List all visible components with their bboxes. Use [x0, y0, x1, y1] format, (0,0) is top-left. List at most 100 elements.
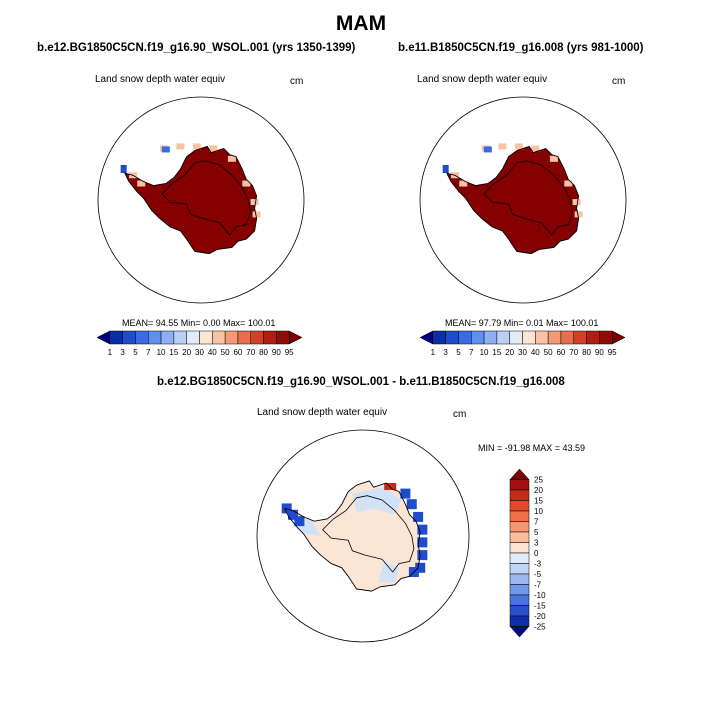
colorbar-panel3-tick-label: 5	[534, 528, 539, 537]
map-panel3-cell	[294, 516, 305, 527]
colorbar-panel2-swatch	[509, 330, 523, 345]
map-panel2-cell	[442, 164, 449, 173]
colorbar-panel2-tick-label: 50	[544, 348, 553, 357]
map-panel2-cell	[531, 145, 540, 152]
colorbar-panel1-tick-label: 90	[272, 348, 281, 357]
colorbar-panel3-tick-label: -20	[534, 612, 546, 621]
colorbar-panel1-swatch	[135, 330, 149, 345]
colorbar-panel2-swatch	[560, 330, 574, 345]
map-panel3-cell	[417, 524, 428, 535]
colorbar-panel3-swatch	[509, 489, 530, 501]
map-panel3-cell	[406, 499, 417, 510]
colorbar-panel3-tick-label: -7	[534, 581, 542, 590]
colorbar-panel3-swatch	[509, 605, 530, 617]
colorbar-panel2-tick-label: 20	[505, 348, 514, 357]
colorbar-panel3-swatch	[509, 573, 530, 585]
colorbar-panel1-swatch	[148, 330, 162, 345]
colorbar-panel2-swatch	[573, 330, 587, 345]
colorbar-panel3-swatch	[509, 479, 530, 491]
map-panel1-land	[124, 146, 257, 254]
colorbar-panel3-tick-label: 7	[534, 518, 539, 527]
colorbar-panel3-tick-label: -5	[534, 570, 542, 579]
panel1-variable-label: Land snow depth water equiv	[95, 74, 226, 85]
colorbar-panel3-swatch	[509, 626, 530, 638]
colorbar-panel1-swatch	[276, 330, 290, 345]
colorbar-panel1-swatch	[96, 330, 111, 345]
panel2-stats: MEAN= 97.79 Min= 0.01 Max= 100.01	[445, 318, 599, 328]
panel2-variable-label: Land snow depth water equiv	[417, 74, 548, 85]
colorbar-panel1-swatch	[224, 330, 239, 345]
colorbar-panel1-tick-label: 50	[221, 348, 230, 357]
map-panel2-grounding-line	[483, 160, 573, 236]
colorbar-panel3-tick-label: 10	[534, 507, 543, 516]
map-panel2-cell	[483, 146, 492, 153]
panel1-units-label: cm	[290, 76, 304, 87]
colorbar-panel1-tick-label: 1	[108, 348, 113, 357]
colorbar-panel3-swatch	[509, 615, 530, 627]
map-panel3-cell	[413, 511, 424, 522]
colorbar-panel3-tick-label: -15	[534, 602, 546, 611]
colorbar-panel3-tick-label: 20	[534, 486, 543, 495]
map-panel1	[97, 96, 305, 304]
map-panel2-cell	[574, 211, 583, 218]
colorbar-panel3-swatch	[509, 521, 530, 533]
colorbar-panel1-swatch	[173, 330, 187, 345]
panel3-stats: MIN = -91.98 MAX = 43.59	[478, 443, 586, 453]
colorbar-panel1-tick-label: 60	[233, 348, 242, 357]
colorbar-panel1-swatch	[237, 330, 251, 345]
colorbar-panel2-swatch	[483, 330, 498, 345]
map-panel2-cell	[549, 155, 558, 162]
colorbar-panel2-swatch	[611, 330, 626, 345]
map-panel1-cell	[209, 145, 218, 152]
colorbar-panel2-tick-label: 10	[480, 348, 489, 357]
colorbar-panel3-swatch	[509, 584, 530, 596]
colorbar-panel1-swatch	[199, 330, 213, 345]
colorbar-panel1-tick-label: 3	[120, 348, 125, 357]
map-panel3-cell	[281, 503, 292, 514]
map-panel1-cell	[192, 143, 201, 150]
colorbar-panel2-swatch	[586, 330, 600, 345]
colorbar-panel2-swatch	[535, 330, 549, 345]
colorbar-panel3-swatch	[509, 510, 530, 522]
colorbar-panel2-swatch	[471, 330, 485, 345]
colorbar-panel2-tick-label: 1	[431, 348, 436, 357]
map-panel1-cell	[227, 155, 236, 162]
colorbar-panel2-tick-label: 7	[469, 348, 474, 357]
panel2-title: b.e11.B1850C5CN.f19_g16.008 (yrs 981-100…	[398, 42, 644, 54]
colorbar-panel1-swatch	[160, 330, 175, 345]
colorbar-panel2-tick-label: 70	[569, 348, 578, 357]
colorbar-panel3-swatch	[509, 552, 530, 564]
colorbar-panel2: 1 3 5 7 10 15 20 30 40 50 60 70 80 90 95	[419, 330, 626, 357]
colorbar-panel2-swatch	[458, 330, 472, 345]
map-panel1-grounding-line	[161, 160, 251, 236]
panel3-units-label: cm	[453, 409, 467, 420]
colorbar-panel2-tick-label: 30	[518, 348, 527, 357]
map-panel3-grounding-line	[322, 495, 415, 573]
colorbar-panel1-tick-label: 10	[157, 348, 166, 357]
map-panel2-coastline	[445, 145, 580, 255]
map-panel1-cell	[242, 180, 251, 187]
map-panel1-cell	[137, 180, 146, 187]
colorbar-panel1-tick-label: 40	[208, 348, 217, 357]
map-panel2-cell	[572, 199, 581, 206]
colorbar-panel3-tick-label: -25	[534, 623, 546, 632]
colorbar-panel1-swatch	[212, 330, 226, 345]
map-panel3-cell	[417, 550, 428, 561]
colorbar-panel3-tick-label: -3	[534, 560, 542, 569]
map-panel1-cell	[161, 146, 170, 153]
colorbar-panel1-swatch	[109, 330, 123, 345]
colorbar-panel1-tick-label: 15	[169, 348, 178, 357]
map-panel1-cell	[252, 211, 261, 218]
map-panel1-coastline	[123, 145, 258, 255]
colorbar-panel1: 1 3 5 7 10 15 20 30 40 50 60 70 80 90 95	[96, 330, 303, 357]
colorbar-panel2-tick-label: 3	[443, 348, 448, 357]
map-panel3-coastline	[283, 480, 421, 592]
colorbar-panel1-swatch	[288, 330, 303, 345]
colorbar-panel1-tick-label: 7	[146, 348, 151, 357]
colorbar-panel3-swatch	[509, 542, 530, 554]
colorbar-panel3-tick-label: 3	[534, 539, 539, 548]
colorbar-panel2-swatch	[445, 330, 459, 345]
map-panel3-cell	[417, 537, 428, 548]
colorbar-panel3-swatch	[509, 500, 530, 512]
map-panel2-cell	[498, 143, 507, 150]
